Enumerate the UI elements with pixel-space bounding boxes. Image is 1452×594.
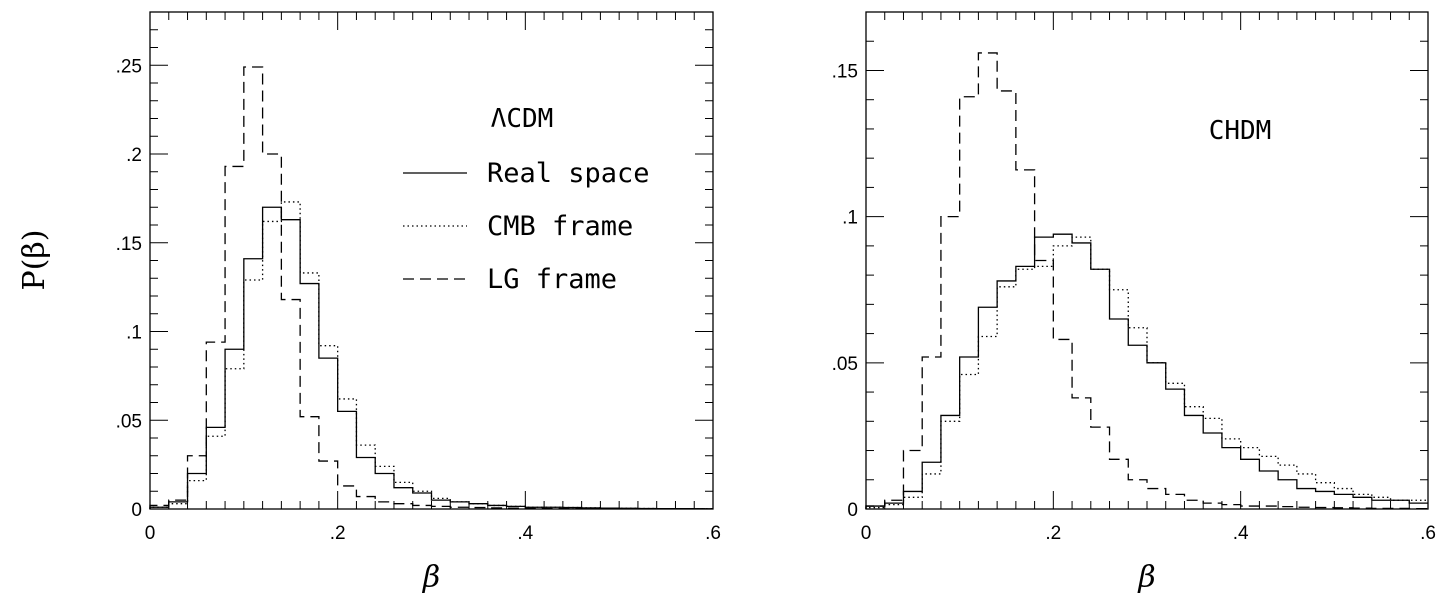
- x-tick-label: .6: [1420, 523, 1436, 544]
- series-lg-frame: [865, 52, 1428, 510]
- panel-lcdm: 0 .2 .4 .6 0 .05 .1 .15 .2 .25 β ΛCDM Real space CMB …: [116, 11, 721, 594]
- series-real-space: [865, 233, 1428, 509]
- panel-title: ΛCDM: [491, 104, 554, 134]
- y-tick-label: .15: [116, 234, 142, 255]
- y-tick-label: .1: [126, 323, 142, 344]
- x-tick-label: 0: [145, 523, 156, 544]
- legend-label: LG frame: [487, 264, 617, 295]
- legend-label: CMB frame: [487, 211, 633, 242]
- y-tick-label: .2: [126, 145, 142, 166]
- x-axis-label: β: [1137, 560, 1155, 594]
- x-tick-label: .4: [1233, 523, 1249, 544]
- plot-frame: [149, 11, 714, 510]
- y-tick-label: .25: [116, 56, 142, 77]
- y-tick-label: .1: [842, 208, 858, 229]
- y-tick-label: .15: [832, 61, 858, 82]
- plot-frame: [865, 11, 1429, 510]
- series-real-space: [149, 206, 713, 510]
- figure-ylabel: P(β): [17, 230, 52, 291]
- x-tick-label: .4: [517, 523, 533, 544]
- panel-title: CHDM: [1209, 116, 1272, 146]
- x-tick-label: .2: [1045, 523, 1061, 544]
- series-cmb-frame: [865, 236, 1428, 509]
- x-tick-label: .2: [330, 523, 346, 544]
- x-axis-label: β: [422, 560, 440, 594]
- x-tick-label: 0: [861, 523, 872, 544]
- x-tick-label: .6: [705, 523, 721, 544]
- series-lg-frame: [149, 66, 713, 510]
- legend-label: Real space: [487, 158, 650, 189]
- series-cmb-frame: [149, 201, 713, 510]
- y-tick-label: 0: [847, 500, 858, 521]
- panel-chdm: 0 .2 .4 .6 0 .05 .1 .15 β CHDM: [832, 11, 1436, 594]
- y-tick-label: .05: [832, 354, 858, 375]
- y-tick-label: 0: [131, 500, 142, 521]
- y-tick-label: .05: [116, 411, 142, 432]
